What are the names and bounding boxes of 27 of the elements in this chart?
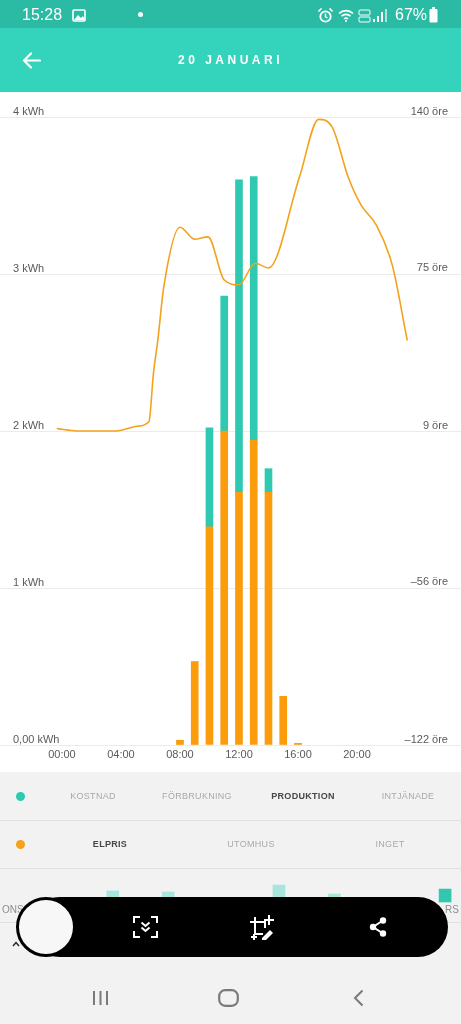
text: 67%	[395, 6, 428, 24]
y2-tick-label: 9 öre	[422, 419, 448, 432]
x-tick-label: 04:00	[107, 747, 135, 760]
text: 15:28	[22, 6, 63, 24]
chart-title: 20 JANUARI	[177, 53, 284, 67]
x-tick-label: 16:00	[284, 747, 312, 760]
y2-tick-label: –56 öre	[410, 574, 448, 587]
text: ELPRIS	[92, 839, 128, 849]
x-tick-label: 12:00	[225, 747, 253, 760]
y2-tick-label: 75 öre	[416, 260, 448, 273]
y-tick-label: 2 kWh	[13, 419, 45, 432]
y2-tick-label: 140 öre	[410, 105, 448, 118]
y-tick-label: 3 kWh	[13, 262, 45, 275]
text: PRODUKTION	[271, 791, 335, 801]
x-tick-label: 20:00	[343, 747, 371, 760]
y-tick-label: 1 kWh	[13, 576, 45, 589]
x-tick-label: RS	[445, 903, 460, 915]
text: FÖRBRUKNING	[162, 791, 232, 801]
x-tick-label: 00:00	[48, 747, 76, 760]
text: KOSTNAD	[70, 791, 116, 801]
text: INTJÄNADE	[381, 791, 435, 801]
y-tick-label: 0,00 kWh	[13, 733, 60, 746]
y-tick-label: 4 kWh	[13, 105, 45, 118]
y2-tick-label: –122 öre	[404, 733, 448, 746]
text: INGET	[375, 839, 405, 849]
text: UTOMHUS	[227, 839, 275, 849]
x-tick-label: 08:00	[166, 747, 194, 760]
